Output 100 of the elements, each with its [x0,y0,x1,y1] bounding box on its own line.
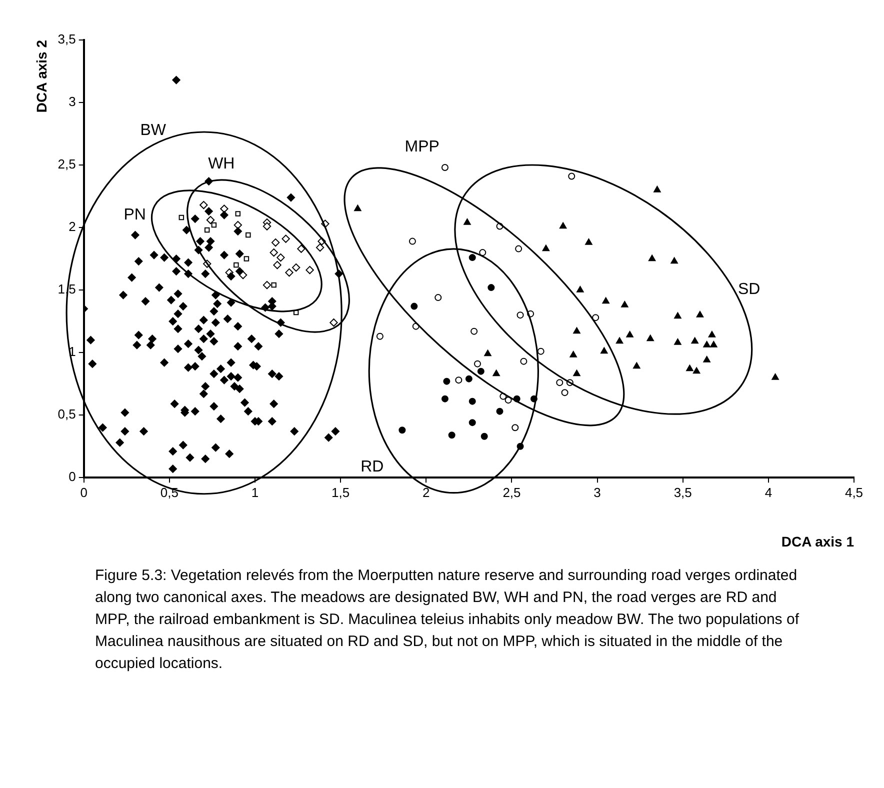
x-tick-label: 1,5 [332,484,350,500]
point [206,216,215,224]
x-tick-label: 3 [594,484,601,500]
point [648,254,656,262]
point [408,238,416,245]
point [244,256,250,262]
point [696,310,704,318]
point [441,395,448,402]
point [556,379,564,386]
point [484,350,492,356]
point [376,332,384,340]
point [354,204,362,212]
point [616,337,624,344]
point [434,294,442,302]
point [246,232,251,238]
point [204,227,210,233]
annotation: PN [124,206,146,224]
y-tick-label: 2 [68,219,76,234]
point [621,300,628,308]
point [200,200,208,210]
point [654,186,661,192]
point [316,243,324,252]
x-tick-label: 4,5 [844,484,864,500]
point [703,340,710,348]
point [561,389,568,396]
point [178,214,184,220]
point [262,280,272,290]
point [297,244,306,253]
point [448,432,456,439]
point [330,318,338,327]
annotation: WH [208,156,235,173]
point [441,164,448,172]
y-tick-label: 3 [68,94,76,110]
point [568,172,576,180]
point [592,314,600,322]
x-tick-label: 2 [422,484,430,500]
point [234,220,242,230]
y-tick-label: 0,5 [58,406,76,422]
annotation: MPP [404,138,440,156]
point [573,370,580,376]
point [271,238,280,247]
y-axis-title: DCA axis 2 [33,40,50,113]
point [235,211,241,216]
point [537,348,544,355]
point [273,260,282,270]
point [292,263,300,272]
point [474,360,481,368]
point [398,426,406,434]
point [234,262,239,268]
point [285,268,294,277]
point [674,312,682,319]
point [573,327,580,334]
x-tick-label: 4 [764,484,772,500]
point [602,297,610,304]
point [262,222,272,230]
point [282,234,290,243]
point [464,218,471,225]
annotation: RD [360,458,384,476]
point [520,358,528,365]
point [488,284,495,292]
y-tick-label: 2,5 [58,156,76,172]
point [468,398,476,405]
point [496,408,504,415]
point [670,257,678,264]
x-axis-title: DCA axis 1 [781,533,854,550]
point [306,266,314,274]
point [516,312,524,319]
point [465,375,472,382]
point [570,350,577,358]
point [674,338,682,345]
y-tick-label: 0 [68,469,76,484]
point [220,204,228,213]
point [559,222,567,229]
point [271,282,276,288]
point [276,253,285,262]
point [515,245,522,252]
point [270,248,278,257]
point [410,302,418,310]
x-tick-label: 0,5 [160,484,178,500]
point [443,378,450,385]
point [585,238,592,245]
point [646,334,654,342]
caption: Figure 5.3: Vegetation relevés from the Moerputten nature reserve and surrounding road verges ordinated along two canonical axes. The meadows are designated BW, WH and PN, the road verges are RD and MPP, the railroad embankment is SD. Maculinea teleius inhabits only meadow BW. The two populations of Maculinea nausithous are situated on RD and SD, but not on MPP, which is situated in the middle of the occupied locations. [95,566,800,674]
point [542,244,550,252]
x-tick-label: 0 [80,484,88,500]
x-tick-label: 2,5 [502,484,521,500]
point [691,337,698,344]
point [512,424,519,432]
point [710,340,718,348]
point [492,370,500,376]
point [633,362,640,369]
point [626,330,634,338]
x-tick-label: 1 [251,484,259,500]
point [692,367,700,374]
point [479,249,486,256]
point [468,254,476,262]
point [600,347,608,354]
annotation: BW [140,122,167,140]
point [686,364,694,372]
point [468,419,476,426]
